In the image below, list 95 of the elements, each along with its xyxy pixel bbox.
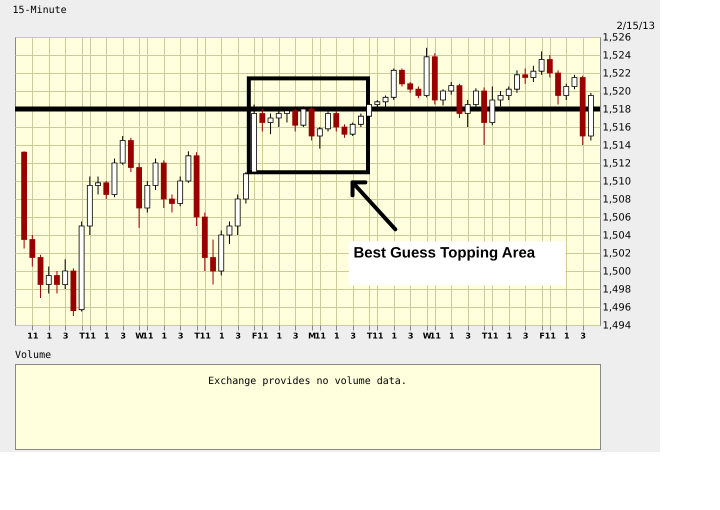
candlestick <box>292 108 298 132</box>
x-tick-label: 11 <box>372 332 384 340</box>
x-tick-label: T <box>79 332 86 340</box>
candlestick <box>226 221 232 244</box>
candlestick <box>415 86 422 99</box>
candlestick <box>530 65 536 82</box>
x-tick-label: 1 <box>161 332 168 340</box>
x-tick-label: W <box>422 332 432 340</box>
candlestick <box>120 136 126 166</box>
y-tick-label: 1,506 <box>602 212 632 224</box>
x-tick-label: 11 <box>27 332 39 340</box>
candlestick <box>62 258 68 290</box>
x-tick-label: 3 <box>522 332 528 340</box>
candlestick <box>506 86 512 100</box>
candlestick <box>572 74 578 90</box>
x-tick-label: M <box>308 332 316 340</box>
x-tick-label: 1 <box>564 332 570 340</box>
x-tick-label: T <box>482 332 488 340</box>
x-tick-label: 3 <box>350 332 356 340</box>
x-tick-label: 3 <box>235 332 241 340</box>
candlestick <box>333 110 340 132</box>
y-tick-label: 1,522 <box>602 68 632 80</box>
y-tick-label: 1,516 <box>602 122 632 134</box>
x-tick-label: 3 <box>62 332 68 340</box>
y-tick-label: 1,520 <box>602 86 632 98</box>
x-tick-label: 11 <box>487 332 499 340</box>
candlestick <box>342 124 348 138</box>
x-tick-label: 1 <box>276 332 282 340</box>
y-tick-label: 1,526 <box>602 32 632 44</box>
x-tick-label: 3 <box>580 332 586 340</box>
candlestick <box>54 270 60 294</box>
candlestick <box>95 176 101 195</box>
y-tick-label: 1,494 <box>602 320 632 332</box>
candlestick <box>555 70 561 105</box>
x-tick-label: 3 <box>178 332 184 340</box>
x-tick-label: 3 <box>465 332 471 340</box>
candlestick <box>152 158 158 190</box>
candlestick <box>563 83 570 100</box>
y-tick-label: 1,510 <box>602 176 632 188</box>
candlestick <box>350 122 356 136</box>
candlestick <box>259 108 266 132</box>
y-tick-label: 1,496 <box>602 302 632 314</box>
x-tick-label: 3 <box>292 332 298 340</box>
candlestick <box>407 82 414 94</box>
x-tick-label: 11 <box>257 332 269 340</box>
x-tick-label: 11 <box>142 332 154 340</box>
candlestick <box>29 234 36 267</box>
x-tick-label: 1 <box>334 332 340 340</box>
chart-title: 15-Minute <box>12 5 67 16</box>
y-tick-label: 1,504 <box>602 230 632 242</box>
y-tick-label: 1,508 <box>602 194 632 206</box>
x-tick-label: 1 <box>506 332 512 340</box>
candlestick <box>358 113 364 128</box>
candlestick <box>144 180 150 213</box>
y-tick-label: 1,512 <box>602 158 632 170</box>
candlestick <box>522 68 528 84</box>
x-tick-label: 1 <box>218 332 225 340</box>
candlestick <box>210 239 216 285</box>
x-tick-label: 1 <box>46 332 52 340</box>
x-tick-label: 3 <box>408 332 414 340</box>
candlestick <box>46 266 52 294</box>
text: 2/15/13 <box>616 21 655 32</box>
candlestick <box>399 68 405 87</box>
text: Volume <box>15 350 52 361</box>
candlestick <box>169 194 175 213</box>
annotation: Best Guess Topping Area <box>353 244 536 262</box>
x-tick-label: T <box>194 332 200 340</box>
x-tick-label: F <box>539 332 545 340</box>
y-tick-label: 1,518 <box>602 104 632 116</box>
y-tick-label: 1,500 <box>602 266 632 278</box>
y-tick-label: 1,502 <box>602 248 632 260</box>
x-tick-label: 1 <box>391 332 398 340</box>
y-tick-label: 1,498 <box>602 284 632 296</box>
candlestick <box>177 176 184 207</box>
x-tick-label: 11 <box>84 332 96 340</box>
candlestick <box>316 126 323 150</box>
candlestick <box>538 50 545 76</box>
candlestick <box>546 54 553 78</box>
y-tick-label: 1,524 <box>602 50 632 62</box>
candlestick <box>448 82 454 96</box>
x-tick-label: 11 <box>544 332 556 340</box>
candlestick <box>268 113 274 135</box>
x-tick-label: F <box>252 332 258 340</box>
x-tick-label: W <box>135 332 144 340</box>
x-tick-label: 1 <box>448 332 455 340</box>
candlestick <box>103 180 110 200</box>
x-tick-label: 11 <box>200 332 212 340</box>
y-tick-label: 1,514 <box>602 140 632 152</box>
candlestick <box>514 70 520 94</box>
x-tick-label: 3 <box>120 332 126 340</box>
x-tick-label: 11 <box>314 332 326 340</box>
x-tick-label: 1 <box>104 332 110 340</box>
x-tick-label: T <box>366 332 373 340</box>
text: Exchange provides no volume data. <box>208 376 407 387</box>
x-tick-label: 11 <box>430 332 442 340</box>
